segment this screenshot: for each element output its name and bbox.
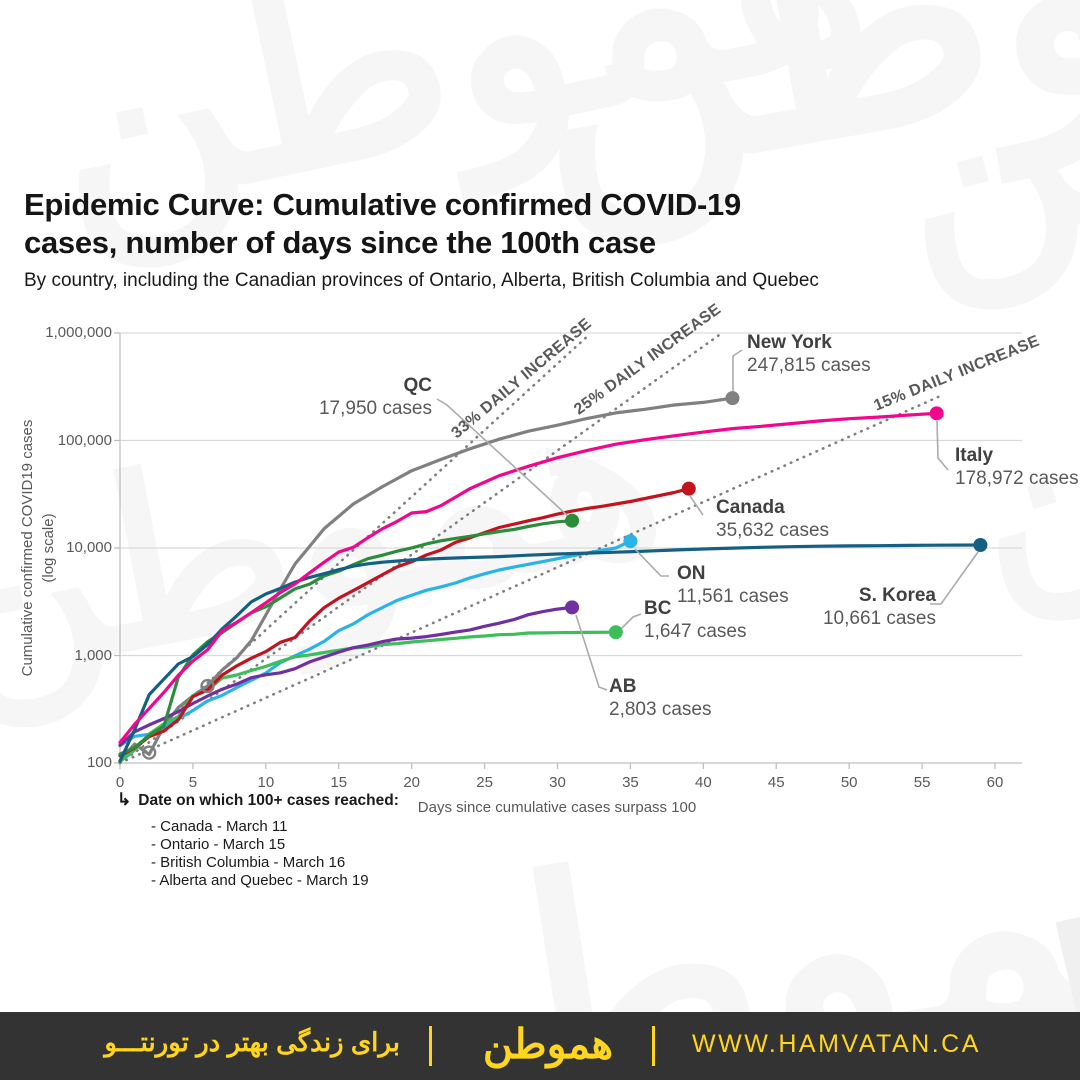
reference-line-15	[118, 393, 944, 765]
leader-line-qc	[436, 398, 570, 518]
footer-bar: برای زندگی بهتر در تورنتـــو هموطن WWW.H…	[0, 1012, 1080, 1080]
series-line-new_york	[118, 396, 735, 763]
hamvatan-logo: هموطن	[482, 1021, 614, 1067]
footnote-item-1: - Ontario - March 15	[151, 836, 286, 853]
leader-line-italy	[936, 420, 949, 471]
ring-marker-new_york	[141, 745, 157, 760]
leader-line-s_korea	[930, 551, 979, 605]
y-axis-title-text: Cumulative confirmed COVID19 cases	[19, 419, 36, 677]
page-title-line1: Epidemic Curve: Cumulative confirmed COV…	[24, 187, 741, 222]
leader-line-new_york	[732, 349, 743, 394]
end-dot-on	[623, 534, 638, 549]
leader-line-canada	[689, 495, 704, 516]
footnote-item-2: - British Columbia - March 16	[151, 854, 346, 871]
end-dot-bc	[608, 625, 623, 640]
page-title-line2: cases, number of days since the 100th ca…	[24, 225, 656, 260]
y-axis-title-note: (log scale)	[40, 513, 57, 583]
end-dot-new_york	[725, 391, 740, 406]
series-line-ab	[118, 605, 574, 747]
footnote-item-3: - Alberta and Quebec - March 19	[151, 872, 369, 889]
x-axis-title: Days since cumulative cases surpass 100	[417, 799, 697, 816]
footnote-block: ↳ Date on which 100+ cases reached: - Ca…	[117, 790, 399, 890]
footnote-heading: Date on which 100+ cases reached:	[138, 792, 399, 809]
end-dot-ab	[565, 600, 580, 615]
series-line-italy	[118, 411, 939, 745]
footer-separator	[652, 1026, 655, 1066]
series-line-canada	[118, 487, 691, 758]
footer-tagline: برای زندگی بهتر در تورنتـــو	[104, 1027, 400, 1057]
footnote-list: - Canada - March 11- Ontario - March 15-…	[151, 818, 399, 890]
footer-separator	[429, 1026, 432, 1066]
reference-line-25	[118, 332, 723, 765]
footnote-item-0: - Canada - March 11	[151, 818, 288, 835]
footer-website-url: WWW.HAMVATAN.CA	[692, 1030, 981, 1058]
leader-line-on	[634, 548, 669, 577]
end-dot-s_korea	[973, 538, 988, 553]
ring-marker-new_york	[200, 678, 215, 694]
end-dot-qc	[565, 513, 580, 528]
series-line-on	[118, 539, 633, 748]
y-axis-title: Cumulative confirmed COVID19 cases (log …	[17, 378, 61, 718]
leader-line-ab	[575, 614, 608, 691]
end-dot-italy	[929, 406, 944, 421]
end-dot-canada	[681, 481, 696, 496]
leader-line-bc	[620, 613, 642, 630]
chart-header: Epidemic Curve: Cumulative confirmed COV…	[24, 186, 819, 292]
page-subtitle: By country, including the Canadian provi…	[24, 270, 819, 291]
series-line-s_korea	[118, 543, 983, 763]
elbow-arrow-icon: ↳	[117, 790, 132, 809]
